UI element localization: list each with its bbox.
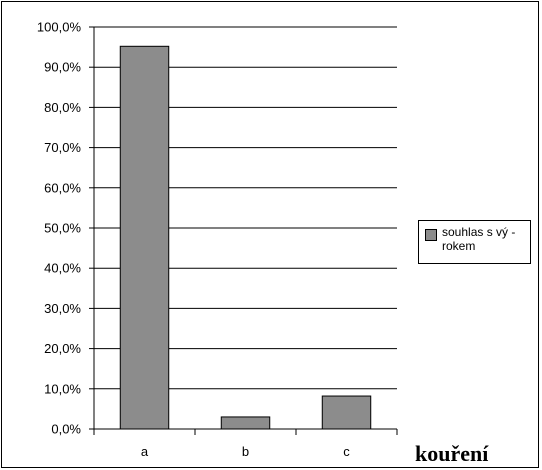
legend-label: souhlas s vý - rokem bbox=[442, 225, 516, 253]
y-tick-label: 30,0% bbox=[44, 301, 81, 316]
y-tick-label: 20,0% bbox=[44, 341, 81, 356]
y-tick-label: 90,0% bbox=[44, 60, 81, 75]
bar bbox=[220, 416, 271, 430]
x-category-label: c bbox=[343, 444, 350, 459]
bar bbox=[119, 45, 170, 430]
y-tick-label: 70,0% bbox=[44, 140, 81, 155]
y-tick-label: 0,0% bbox=[51, 422, 81, 437]
y-tick-label: 60,0% bbox=[44, 180, 81, 195]
y-tick-label: 100,0% bbox=[37, 20, 82, 35]
y-tick-label: 80,0% bbox=[44, 100, 81, 115]
x-axis-title: kouření bbox=[415, 441, 489, 466]
y-tick-label: 40,0% bbox=[44, 261, 81, 276]
y-tick-label: 10,0% bbox=[44, 381, 81, 396]
y-tick-label: 50,0% bbox=[44, 221, 81, 236]
x-category-label: b bbox=[242, 444, 249, 459]
x-category-label: a bbox=[141, 444, 149, 459]
bar bbox=[321, 395, 372, 430]
legend-swatch bbox=[425, 229, 437, 241]
legend: souhlas s vý - rokem bbox=[418, 220, 531, 264]
